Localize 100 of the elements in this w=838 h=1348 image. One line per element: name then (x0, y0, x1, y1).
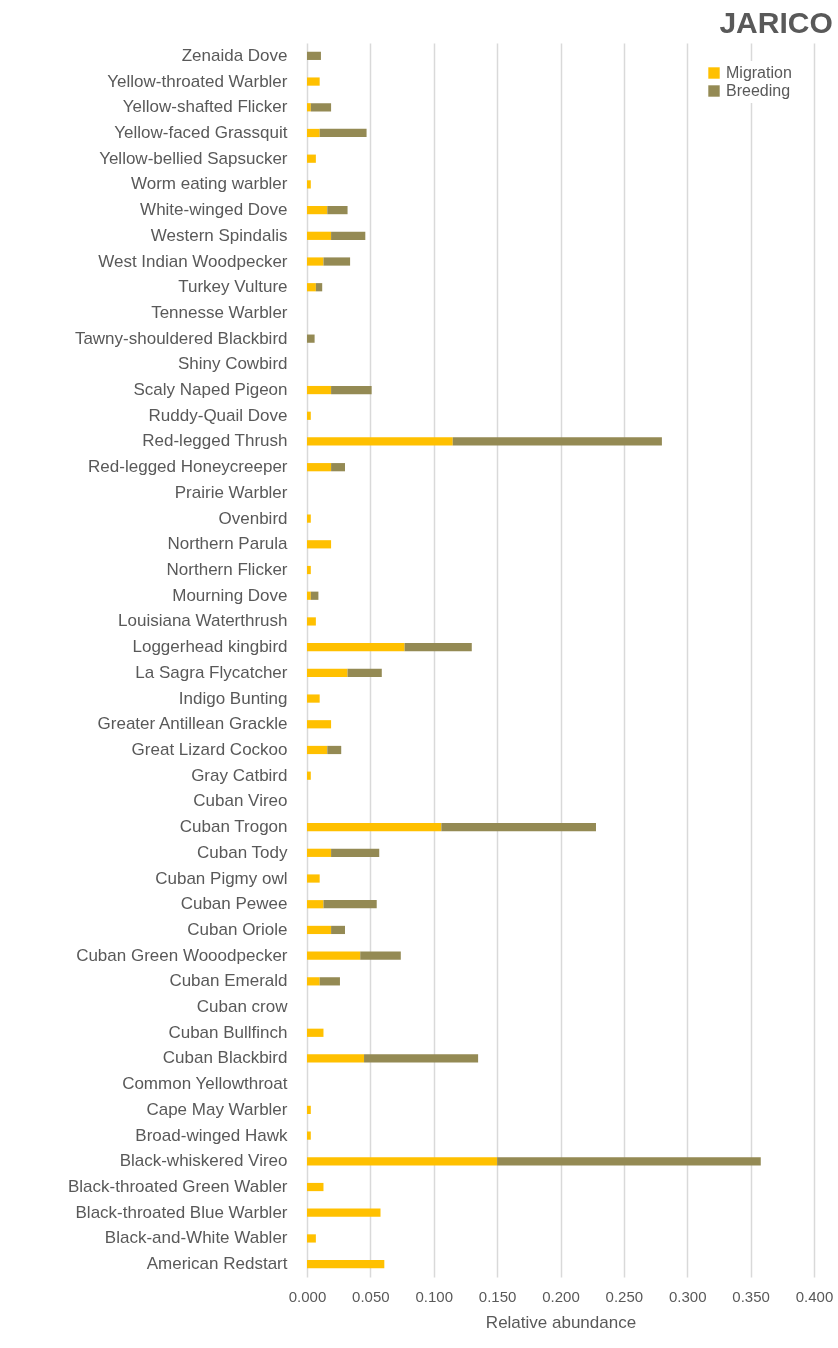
y-tick-label: Yellow-shafted Flicker (122, 97, 288, 117)
y-tick-label: Cape May Warbler (146, 1099, 288, 1119)
bar (319, 977, 340, 986)
bar (307, 385, 332, 395)
bar (307, 1234, 316, 1243)
x-tick-label: 0.200 (542, 1287, 580, 1305)
bar (319, 128, 367, 138)
y-tick-label: Tennesse Warbler (151, 302, 288, 322)
x-tick-label: 0.250 (605, 1287, 644, 1305)
bar (307, 745, 328, 755)
y-tick-label: Cuban Trogon (179, 817, 288, 837)
bar (315, 283, 323, 292)
y-tick-label: Scaly Naped Pigeon (133, 380, 288, 400)
bar (307, 874, 320, 883)
y-tick-label: Red-legged Honeycreeper (88, 457, 288, 477)
y-tick-label: Zenaida Dove (181, 45, 288, 65)
y-tick-label: Cuban crow (196, 997, 289, 1017)
bar (307, 1260, 385, 1269)
bar (347, 668, 382, 677)
bar (307, 1182, 324, 1192)
bar (307, 411, 311, 420)
bar (307, 51, 321, 60)
y-tick-label: Yellow-bellied Sapsucker (99, 148, 288, 168)
bar (307, 617, 316, 626)
bar (404, 643, 472, 652)
bar (307, 77, 320, 86)
bar (452, 437, 662, 446)
bar (497, 1157, 761, 1166)
bar (307, 103, 311, 112)
y-tick-label: Cuban Blackbird (162, 1048, 288, 1068)
y-tick-label: Prairie Warbler (174, 482, 288, 502)
bar (441, 822, 596, 832)
bar (307, 463, 332, 472)
y-tick-label: Broad-winged Hawk (135, 1125, 288, 1145)
bar (307, 1105, 311, 1115)
y-tick-label: Black-throated Blue Warbler (75, 1202, 288, 1222)
y-tick-label: Ruddy-Quail Dove (148, 405, 288, 425)
bar (327, 745, 342, 755)
y-tick-label: Yellow-throated Warbler (107, 71, 288, 91)
chart-title: JARICO (719, 6, 833, 39)
x-tick-label: 0.050 (352, 1287, 390, 1305)
bar (307, 565, 311, 575)
y-tick-label: Cuban Tody (197, 842, 288, 862)
legend-label: Breeding (726, 82, 791, 99)
bar (307, 334, 315, 343)
y-tick-label: Great Lizard Cockoo (131, 739, 288, 759)
bar (307, 694, 320, 703)
y-tick-label: Red-legged Thrush (142, 431, 288, 451)
y-tick-label: Yellow-faced Grassquit (114, 122, 288, 142)
y-tick-label: Turkey Vulture (178, 277, 288, 297)
bar (307, 540, 332, 549)
y-tick-label: Indigo Bunting (178, 688, 288, 708)
bar (307, 900, 324, 909)
bar (331, 848, 380, 857)
x-axis-title: Relative abundance (485, 1312, 637, 1332)
y-tick-label: White-winged Dove (140, 200, 288, 220)
bar (323, 900, 377, 909)
bar (307, 977, 320, 986)
y-tick-label: Loggerhead kingbird (132, 637, 288, 657)
bar (307, 437, 453, 446)
y-tick-label: Common Yellowthroat (122, 1074, 288, 1094)
y-tick-label: Northern Flicker (166, 560, 288, 580)
bar (307, 925, 332, 935)
x-tick-label: 0.300 (668, 1287, 707, 1305)
x-tick-label: 0.000 (288, 1287, 327, 1305)
y-tick-label: Black-whiskered Vireo (119, 1151, 288, 1171)
bar (331, 463, 346, 472)
bar (331, 231, 366, 240)
bar (327, 205, 348, 215)
legend-label: Migration (726, 64, 792, 81)
x-tick-label: 0.400 (795, 1287, 834, 1305)
bar (307, 283, 316, 292)
y-tick-label: Shiny Cowbird (177, 354, 288, 374)
bar (310, 103, 332, 112)
y-tick-label: Cuban Bullfinch (168, 1022, 288, 1042)
y-tick-label: Black-throated Green Wabler (67, 1177, 288, 1197)
x-tick-label: 0.350 (732, 1287, 770, 1305)
bar (307, 154, 316, 163)
y-tick-label: Mourning Dove (172, 585, 288, 605)
bar (307, 848, 332, 857)
x-tick-label: 0.150 (478, 1287, 517, 1305)
y-tick-label: Northern Parula (167, 534, 289, 554)
bar (307, 1131, 311, 1140)
bar (307, 231, 332, 240)
y-tick-label: La Sagra Flycatcher (135, 662, 288, 682)
y-tick-label: Gray Catbird (191, 765, 288, 785)
bar (307, 771, 311, 780)
y-tick-label: Cuban Emerald (169, 971, 288, 991)
y-tick-label: Cuban Pewee (180, 894, 288, 914)
y-tick-label: West Indian Woodpecker (98, 251, 288, 271)
bar (364, 1054, 479, 1063)
bar (307, 668, 348, 677)
bar (331, 925, 346, 935)
bar (307, 1054, 365, 1063)
bar (307, 1208, 381, 1217)
y-tick-label: Worm eating warbler (130, 174, 288, 194)
y-tick-label: Cuban Pigmy owl (155, 868, 288, 888)
bar (360, 951, 401, 960)
bar (307, 720, 332, 729)
y-tick-label: Ovenbird (218, 508, 288, 528)
